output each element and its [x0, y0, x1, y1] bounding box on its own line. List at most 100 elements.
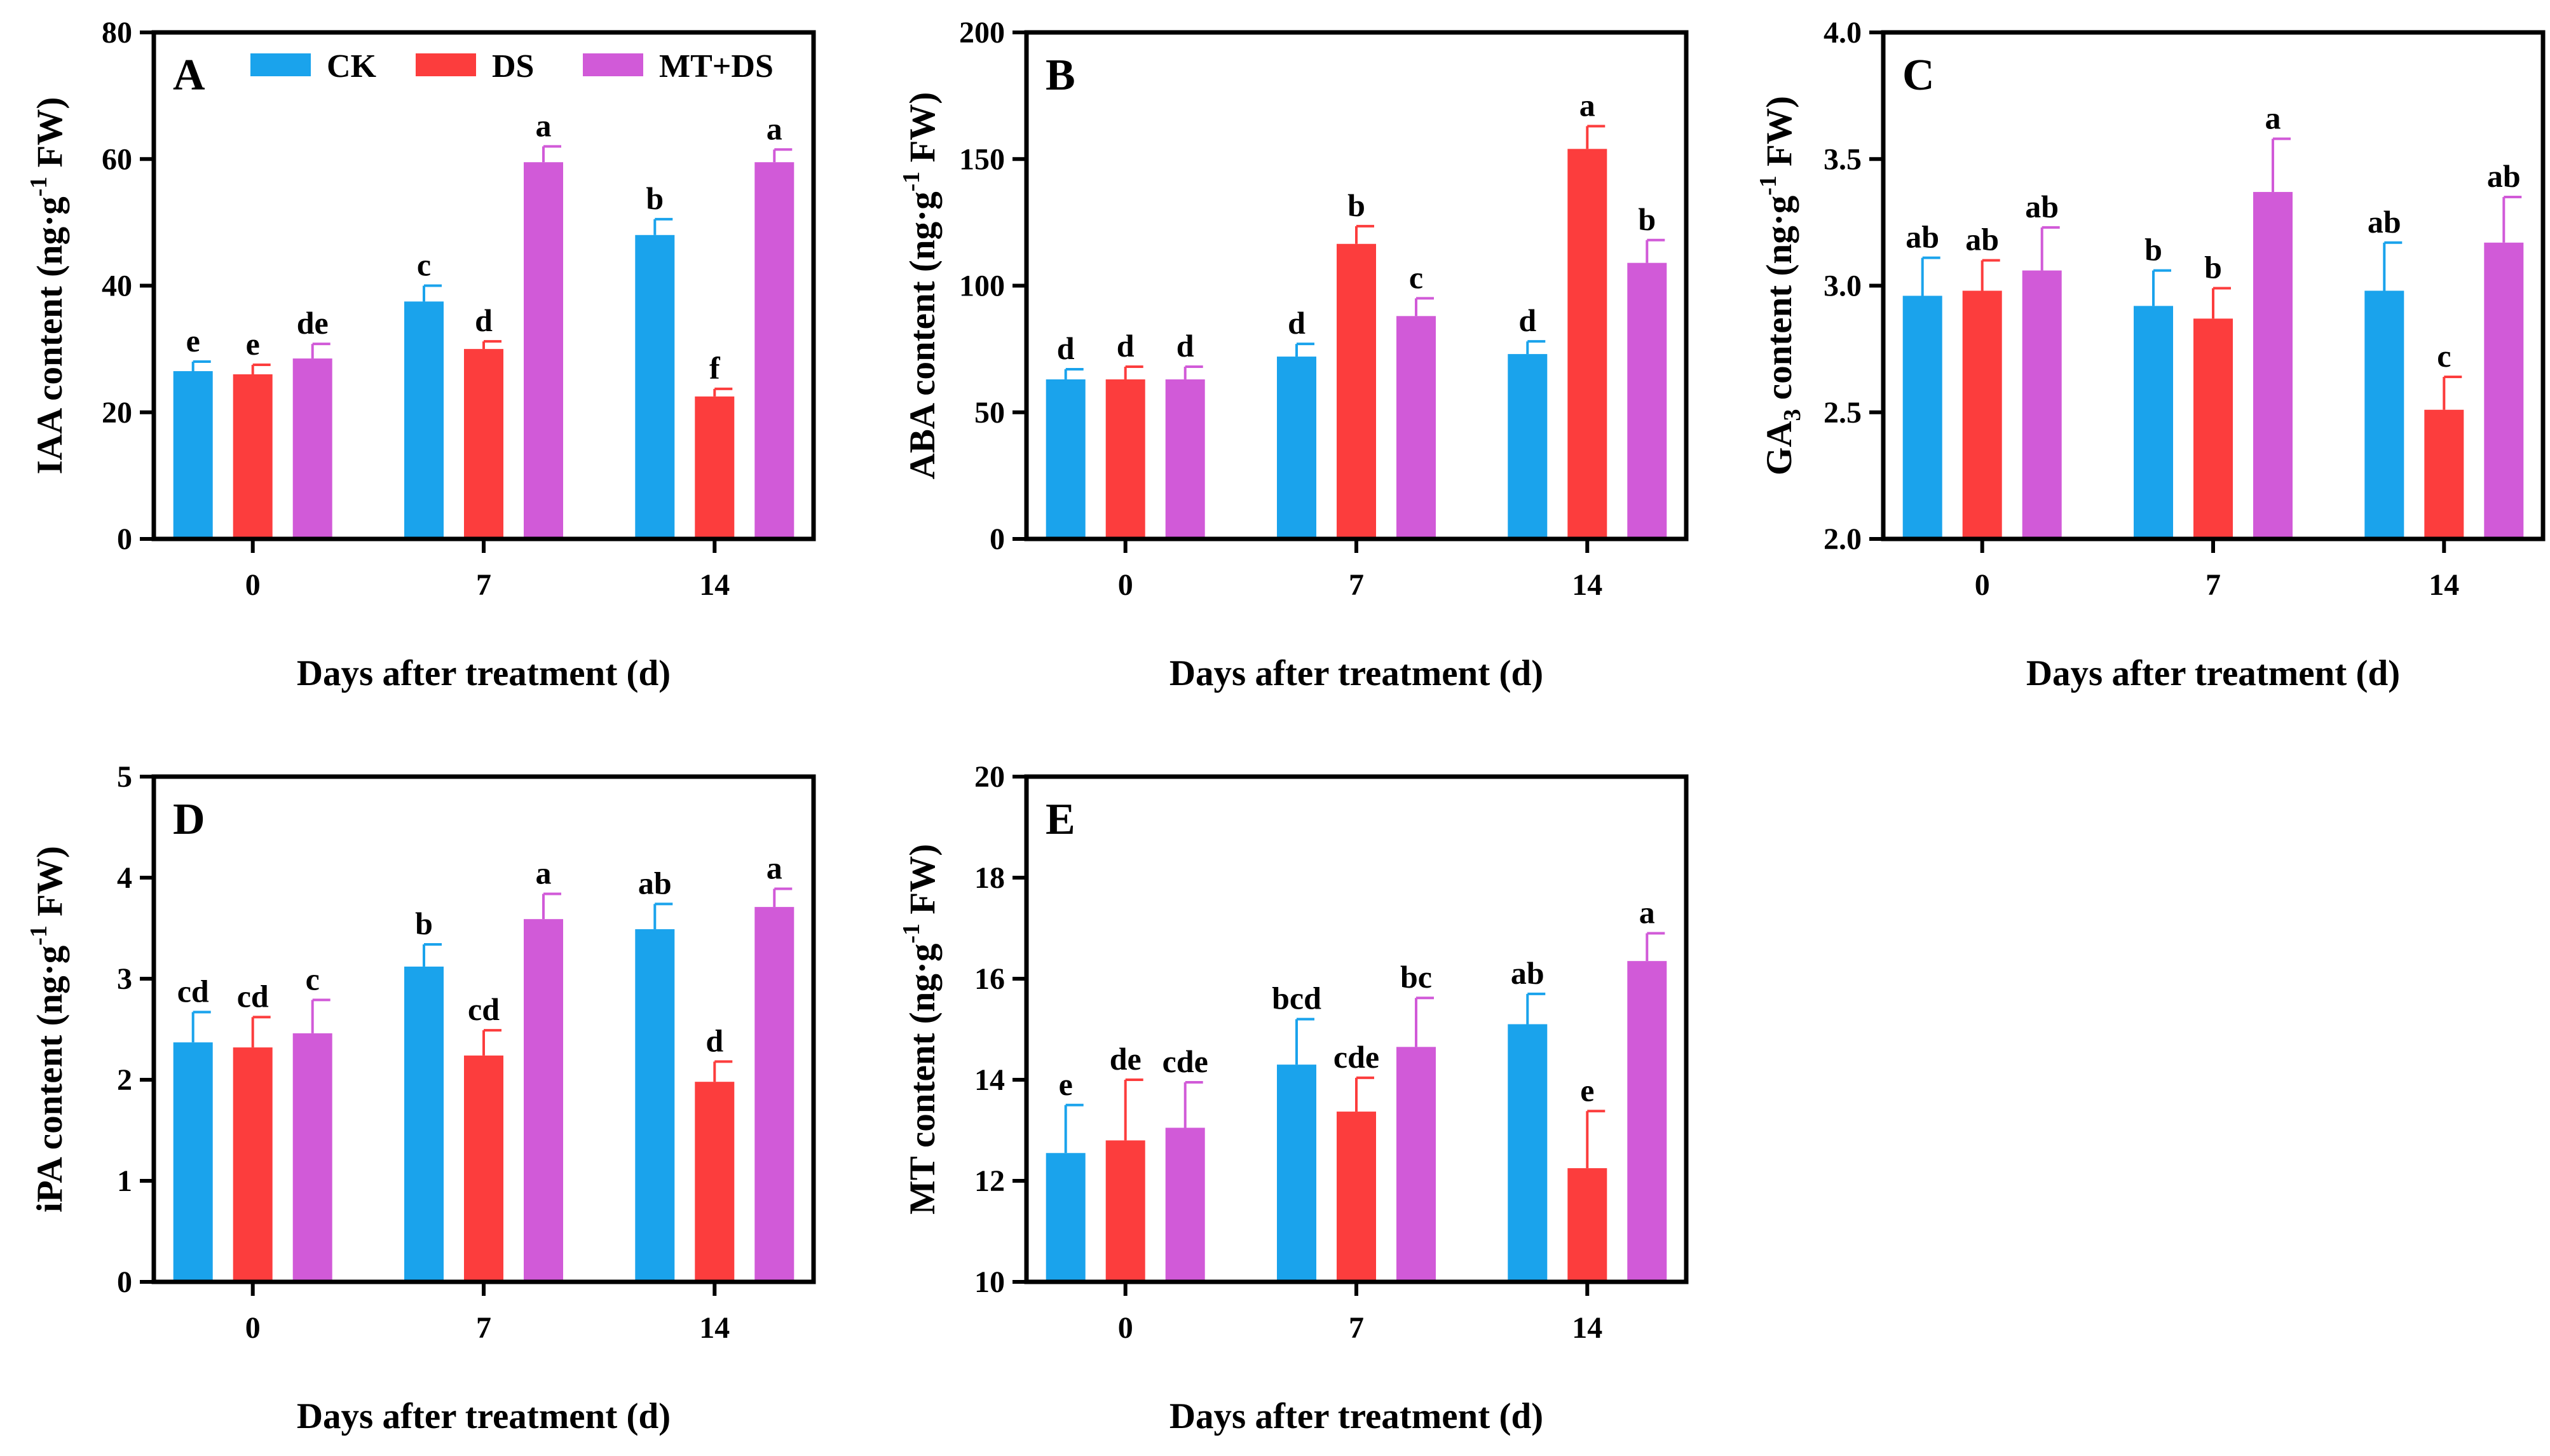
- bar-B-DS-day0: [1105, 379, 1145, 539]
- sig-letter-C-CK-day0: ab: [1906, 219, 1939, 255]
- y-tick-label-B-4: 200: [959, 16, 1005, 50]
- bar-C-MT+DS-day14: [2484, 242, 2524, 539]
- sig-letter-A-MT+DS-day14: a: [767, 111, 782, 146]
- y-tick-label-C-4: 4.0: [1824, 16, 1862, 50]
- bar-C-DS-day7: [2193, 318, 2233, 539]
- y-tick-label-A-0: 0: [117, 522, 132, 556]
- bar-E-CK-day14: [1508, 1024, 1548, 1282]
- sig-letter-C-DS-day14: c: [2437, 338, 2451, 374]
- x-tick-label-C-2: 14: [2429, 568, 2459, 602]
- bar-E-DS-day14: [1567, 1168, 1607, 1282]
- y-tick-label-C-2: 3.0: [1824, 269, 1862, 303]
- legend-label-DS: DS: [492, 48, 534, 85]
- bar-C-DS-day14: [2424, 409, 2464, 539]
- sig-letter-C-CK-day14: ab: [2368, 204, 2401, 240]
- y-tick-label-A-3: 60: [102, 142, 132, 176]
- x-axis-label-D: Days after treatment (d): [297, 1396, 671, 1436]
- bar-E-DS-day7: [1337, 1112, 1376, 1282]
- panel-label-B: B: [1046, 51, 1075, 100]
- y-axis-label-E: MT content (ng·g-1 FW): [898, 844, 943, 1214]
- bar-D-DS-day0: [233, 1047, 273, 1282]
- y-tick-label-E-2: 14: [974, 1063, 1005, 1097]
- y-tick-label-D-0: 0: [117, 1265, 132, 1299]
- bar-D-CK-day0: [173, 1042, 213, 1282]
- y-axis-label-C: GA3 content (ng·g-1 FW): [1755, 96, 1806, 475]
- x-tick-label-C-0: 0: [1975, 568, 1990, 602]
- legend-label-CK: CK: [327, 48, 377, 85]
- bar-B-CK-day14: [1508, 354, 1548, 539]
- y-tick-label-B-3: 150: [959, 142, 1005, 176]
- sig-letter-E-CK-day0: e: [1059, 1066, 1073, 1102]
- y-axis-label-B: ABA content (ng·g-1 FW): [898, 92, 943, 480]
- x-axis-label-A: Days after treatment (d): [297, 653, 671, 693]
- bar-D-DS-day7: [464, 1055, 503, 1282]
- sig-letter-D-DS-day14: d: [706, 1023, 723, 1058]
- sig-letter-C-MT+DS-day0: ab: [2025, 189, 2059, 224]
- y-tick-label-E-1: 12: [974, 1164, 1005, 1198]
- legend: CK DS MT+DS: [250, 48, 774, 85]
- bar-D-DS-day14: [695, 1082, 735, 1282]
- bar-B-CK-day7: [1277, 357, 1316, 539]
- bar-E-MT+DS-day14: [1627, 961, 1667, 1282]
- bar-C-MT+DS-day0: [2022, 270, 2062, 539]
- y-tick-label-C-1: 2.5: [1824, 396, 1862, 430]
- legend-swatch-MT+DS: [583, 53, 643, 76]
- bar-B-MT+DS-day0: [1165, 379, 1205, 539]
- sig-letter-B-DS-day14: a: [1579, 87, 1595, 123]
- bar-D-CK-day7: [404, 966, 444, 1282]
- bar-A-DS-day14: [695, 396, 735, 539]
- panel-A: e c b e d f de a a 0 20 40 60 80 0 7 14 Days after treatm…: [25, 16, 816, 693]
- sig-letter-B-CK-day7: d: [1288, 305, 1306, 341]
- x-axis-label-E: Days after treatment (d): [1169, 1396, 1543, 1436]
- bar-A-MT+DS-day0: [292, 358, 332, 539]
- bar-A-MT+DS-day14: [754, 162, 794, 539]
- sig-letter-E-DS-day0: de: [1110, 1041, 1142, 1077]
- sig-letter-E-MT+DS-day7: bc: [1400, 959, 1432, 995]
- y-tick-label-B-1: 50: [974, 396, 1005, 430]
- sig-letter-D-DS-day0: cd: [237, 978, 269, 1014]
- x-tick-label-D-1: 7: [476, 1311, 491, 1345]
- y-tick-label-B-0: 0: [990, 522, 1005, 556]
- y-tick-label-D-5: 5: [117, 760, 132, 794]
- bar-E-CK-day0: [1046, 1153, 1086, 1282]
- sig-letter-D-CK-day14: ab: [638, 865, 672, 901]
- sig-letter-B-DS-day0: d: [1117, 328, 1135, 364]
- bar-C-MT+DS-day7: [2253, 192, 2293, 539]
- y-tick-label-E-5: 20: [974, 760, 1005, 794]
- sig-letter-B-CK-day0: d: [1057, 330, 1075, 366]
- bar-C-DS-day0: [1962, 290, 2002, 539]
- sig-letter-B-MT+DS-day14: b: [1638, 201, 1656, 237]
- bar-C-CK-day7: [2134, 306, 2173, 539]
- y-tick-label-E-4: 18: [974, 861, 1005, 895]
- sig-letter-C-DS-day7: b: [2204, 249, 2222, 285]
- y-tick-label-E-3: 16: [974, 962, 1005, 996]
- panel-label-A: A: [173, 51, 205, 100]
- sig-letter-C-MT+DS-day14: ab: [2487, 158, 2521, 194]
- bar-A-DS-day7: [464, 349, 503, 539]
- bar-D-MT+DS-day14: [754, 907, 794, 1282]
- sig-letter-E-MT+DS-day14: a: [1639, 894, 1655, 930]
- y-tick-label-E-0: 10: [974, 1265, 1005, 1299]
- y-tick-label-D-2: 2: [117, 1063, 132, 1097]
- sig-letter-B-CK-day14: d: [1518, 303, 1536, 338]
- x-tick-label-B-2: 14: [1572, 568, 1602, 602]
- bar-D-MT+DS-day7: [524, 919, 563, 1282]
- sig-letter-D-CK-day7: b: [415, 906, 433, 941]
- sig-letter-A-DS-day7: d: [475, 303, 493, 338]
- y-axis-label-A: IAA content (ng·g-1 FW): [25, 97, 70, 475]
- bar-A-CK-day0: [173, 371, 213, 539]
- y-tick-label-C-0: 2.0: [1824, 522, 1862, 556]
- y-tick-label-D-4: 4: [117, 861, 132, 895]
- sig-letter-C-CK-day7: b: [2144, 232, 2162, 268]
- sig-letter-E-CK-day14: ab: [1511, 955, 1544, 991]
- panel-label-E: E: [1046, 795, 1075, 844]
- bar-A-CK-day14: [635, 235, 675, 539]
- sig-letter-E-DS-day7: cde: [1333, 1039, 1379, 1075]
- x-tick-label-C-1: 7: [2206, 568, 2221, 602]
- sig-letter-D-CK-day0: cd: [177, 973, 209, 1009]
- sig-letter-D-MT+DS-day14: a: [767, 850, 782, 885]
- sig-letter-A-CK-day0: e: [186, 323, 200, 358]
- bar-E-MT+DS-day7: [1396, 1047, 1436, 1282]
